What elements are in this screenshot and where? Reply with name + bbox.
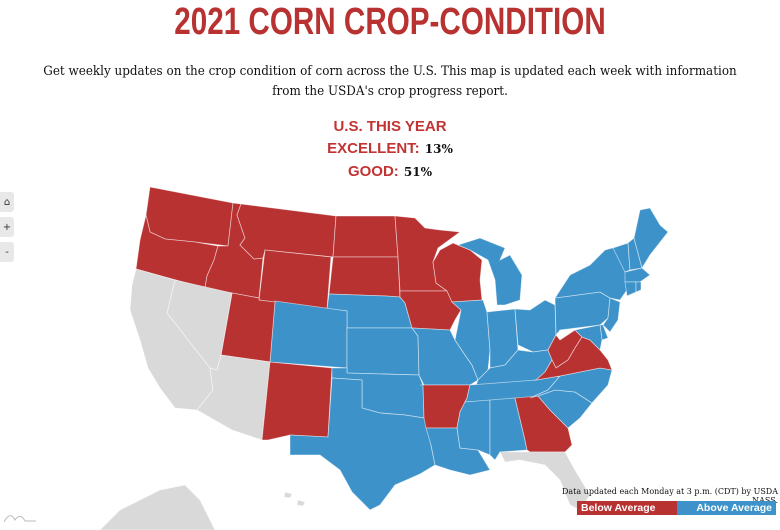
excellent-label: EXCELLENT: [327, 140, 420, 157]
zoom-in-button[interactable]: + [0, 217, 14, 237]
legend-below-average: Below Average [577, 501, 677, 515]
state-OH[interactable] [514, 299, 557, 353]
state-SD[interactable] [328, 256, 401, 298]
state-MT[interactable] [236, 203, 337, 260]
state-ND[interactable] [332, 215, 399, 258]
update-note: Data updated each Monday at 3 p.m. (CDT)… [561, 487, 778, 505]
excellent-value: 13% [424, 142, 453, 156]
state-CA[interactable] [129, 268, 214, 411]
state-MI[interactable] [456, 237, 523, 306]
state-CO[interactable] [269, 300, 348, 369]
state-WY[interactable] [258, 249, 332, 310]
state-NJ[interactable] [602, 297, 621, 333]
home-icon: ⌂ [3, 196, 11, 208]
home-button[interactable]: ⌂ [0, 192, 14, 212]
state-TX[interactable] [289, 377, 436, 511]
us-summary: U.S. THIS YEAR EXCELLENT: 13% GOOD: 51% [0, 116, 780, 183]
state-HI[interactable] [283, 491, 306, 507]
state-MD[interactable] [574, 324, 603, 351]
page-title: 2021 CORN CROP-CONDITION [174, 1, 606, 43]
zoom-out-button[interactable]: - [0, 242, 14, 262]
state-KS[interactable] [346, 327, 420, 376]
state-FL[interactable] [499, 451, 591, 511]
state-ME[interactable] [633, 207, 669, 270]
legend: Below Average Above Average [577, 501, 776, 515]
state-AK[interactable] [99, 484, 216, 530]
state-RI[interactable] [635, 281, 642, 293]
plus-icon: + [2, 221, 12, 233]
intro-text: Get weekly updates on the crop condition… [43, 64, 737, 99]
state-NC[interactable] [529, 367, 613, 404]
state-MS[interactable] [456, 399, 491, 456]
legend-above-average: Above Average [676, 501, 776, 515]
state-CT[interactable] [624, 281, 637, 297]
good-label: GOOD: [347, 163, 399, 180]
state-MN[interactable] [394, 215, 462, 292]
summary-heading: U.S. THIS YEAR [333, 118, 447, 135]
brand-logo-icon [3, 515, 36, 523]
good-value: 51% [403, 165, 433, 179]
minus-icon: - [5, 246, 9, 258]
state-MA[interactable] [624, 267, 651, 283]
state-NM[interactable] [261, 361, 333, 441]
